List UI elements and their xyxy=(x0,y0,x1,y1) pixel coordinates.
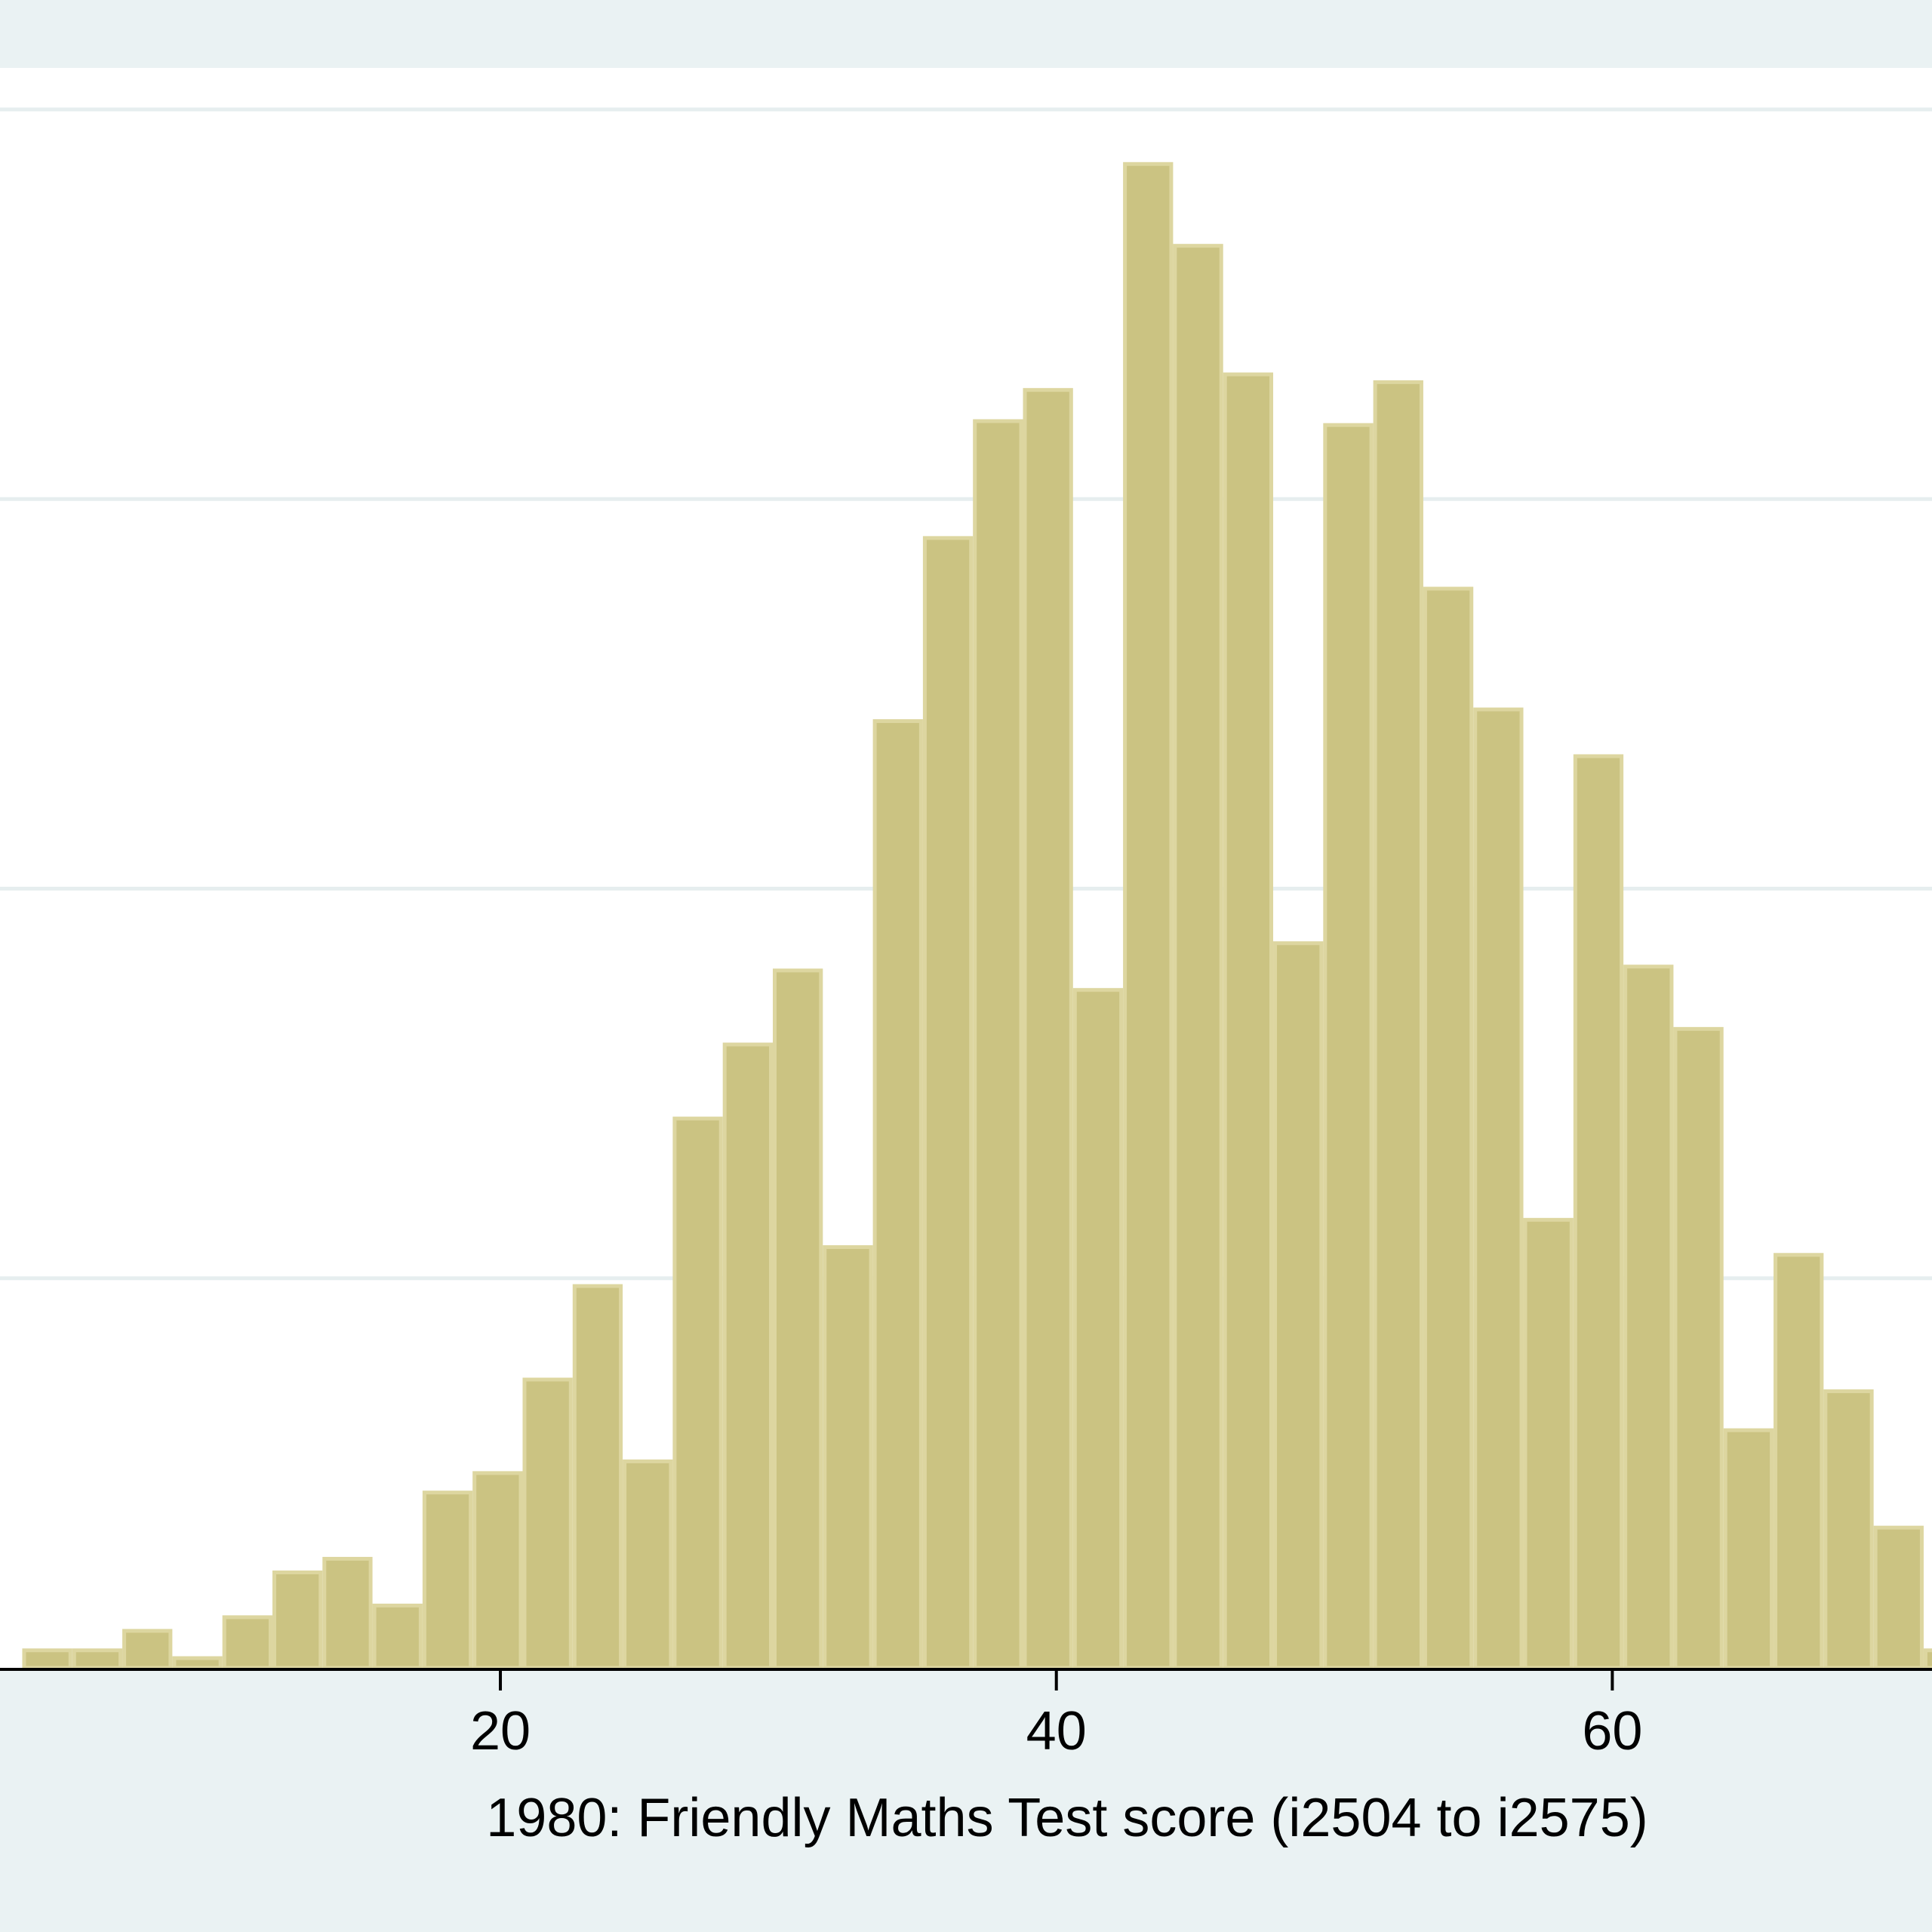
histogram-bar xyxy=(623,1459,673,1670)
histogram-bar xyxy=(22,1648,72,1670)
histogram-bar xyxy=(222,1615,272,1670)
histogram-bar xyxy=(1023,388,1073,1670)
histogram-bar xyxy=(272,1571,323,1670)
histogram-bar xyxy=(122,1629,173,1670)
histogram-bar xyxy=(522,1377,573,1670)
histogram-bar xyxy=(422,1491,473,1670)
histogram-bar xyxy=(1373,380,1423,1670)
histogram-bar xyxy=(1623,964,1674,1670)
histogram-bar xyxy=(922,536,974,1670)
histogram-bar xyxy=(872,719,923,1670)
histogram-bar xyxy=(1273,941,1324,1670)
x-tick-label: 60 xyxy=(1582,1701,1642,1761)
histogram-bar xyxy=(773,968,823,1670)
histogram-bar xyxy=(1923,1648,1932,1670)
x-tick-label: 20 xyxy=(470,1701,531,1761)
histogram-bar xyxy=(572,1284,623,1670)
histogram-bar xyxy=(1173,244,1223,1670)
histogram-bar xyxy=(72,1648,123,1670)
histogram-bar xyxy=(973,419,1023,1670)
histogram-bar xyxy=(1823,1389,1874,1670)
histogram-bar xyxy=(1473,707,1524,1670)
x-tick-label: 40 xyxy=(1026,1701,1087,1761)
histogram-bar xyxy=(1323,423,1374,1670)
histogram-bar xyxy=(1072,988,1124,1670)
histogram-bar xyxy=(672,1116,723,1670)
histogram-bar xyxy=(1774,1253,1824,1670)
histogram-bar xyxy=(1223,372,1274,1670)
histogram-bar xyxy=(472,1471,523,1670)
histogram-bar xyxy=(823,1244,873,1670)
histogram-bar xyxy=(1873,1525,1924,1670)
histogram-bar xyxy=(322,1556,373,1670)
histogram-bar xyxy=(1723,1428,1774,1670)
histogram-bar xyxy=(172,1656,223,1670)
histogram-bar xyxy=(372,1603,423,1670)
histogram-bar xyxy=(722,1042,773,1670)
histogram-bar xyxy=(1123,162,1174,1670)
x-axis-ticks: 20 40 60 xyxy=(470,1669,1642,1761)
x-axis-title: 1980: Friendly Maths Test score (i2504 t… xyxy=(486,1788,1648,1848)
histogram-bars xyxy=(22,162,1932,1670)
histogram-bar xyxy=(1673,1026,1724,1670)
histogram-bar xyxy=(1423,586,1474,1670)
histogram-bar xyxy=(1523,1217,1574,1670)
histogram-bar xyxy=(1573,754,1624,1670)
